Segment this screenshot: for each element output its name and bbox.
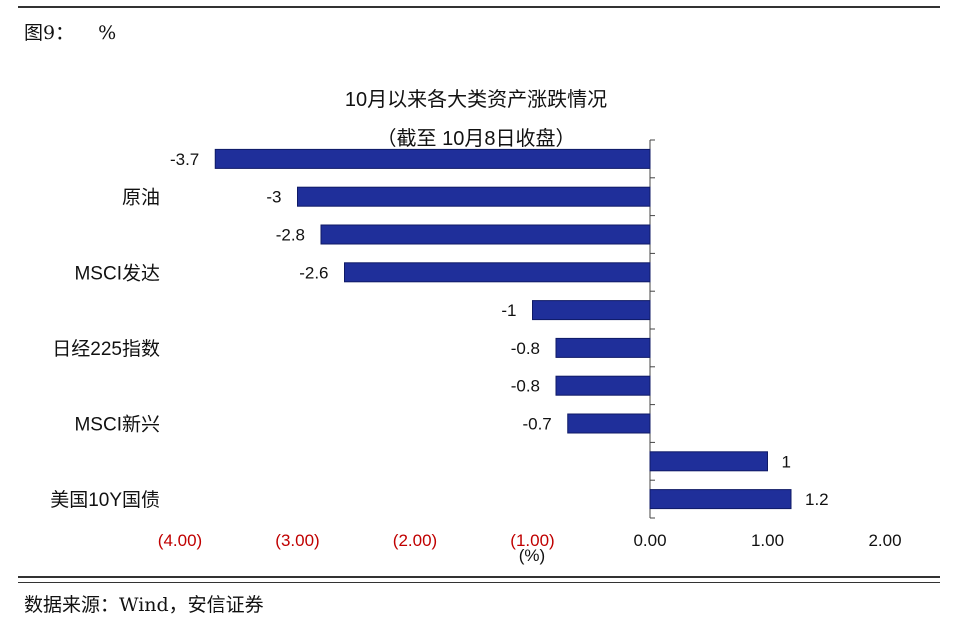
category-label: 美国10Y国债 bbox=[50, 489, 160, 511]
bottom-rule bbox=[18, 576, 940, 578]
bar bbox=[649, 451, 768, 472]
bar bbox=[567, 413, 651, 434]
bar bbox=[649, 489, 792, 510]
chart-title: 10月以来各大类资产涨跌情况 bbox=[345, 88, 607, 111]
bar-value-label: 1.2 bbox=[805, 490, 829, 509]
figure-label: 图9： % bbox=[24, 18, 116, 45]
bar bbox=[532, 300, 651, 321]
bar bbox=[214, 148, 651, 169]
bar-value-label: -2.8 bbox=[276, 226, 305, 245]
x-tick-label: (1.00) bbox=[510, 531, 554, 550]
bar-value-label: -1 bbox=[501, 301, 516, 320]
category-label: MSCI发达 bbox=[74, 262, 160, 284]
x-tick-label: (2.00) bbox=[393, 531, 437, 550]
bar-value-label: -3.7 bbox=[170, 150, 199, 169]
category-label: 原油 bbox=[122, 187, 160, 209]
x-tick-label: 1.00 bbox=[751, 531, 784, 550]
bar-value-label: -3 bbox=[266, 188, 281, 207]
bar-value-label: -0.8 bbox=[511, 339, 540, 358]
bar-value-label: -0.7 bbox=[522, 415, 551, 434]
bar bbox=[297, 186, 651, 207]
category-label: MSCI新兴 bbox=[74, 414, 160, 436]
bar-value-label: -2.6 bbox=[299, 263, 328, 282]
x-axis-label: (%) bbox=[519, 546, 545, 565]
bar-value-label: -0.8 bbox=[511, 377, 540, 396]
bar-chart: 10月以来各大类资产涨跌情况 （截至 10月8日收盘） (4.00) (3.00)… bbox=[50, 88, 902, 565]
bar-value-label: 1 bbox=[782, 452, 791, 471]
figure-number: 图9： bbox=[24, 22, 75, 44]
bar bbox=[555, 375, 651, 396]
chart-subtitle: （截至 10月8日收盘） bbox=[377, 127, 576, 150]
category-label: 日经225指数 bbox=[52, 338, 160, 360]
bar bbox=[320, 224, 651, 245]
bar bbox=[555, 337, 651, 358]
top-rule bbox=[18, 6, 940, 8]
x-tick-label: 2.00 bbox=[868, 531, 901, 550]
bar bbox=[344, 262, 651, 283]
bar-layer: -3.7 -3 原油 -2.8 -2.6 MSCI发达 -1 -0.8 日经225指数 -0.8 -… bbox=[50, 148, 829, 511]
x-tick-label: (4.00) bbox=[158, 531, 202, 550]
bottom-rule-thin bbox=[18, 582, 940, 583]
figure-unit: % bbox=[98, 22, 117, 44]
axis-layer: (4.00) (3.00) (2.00) (1.00) 0.00 1.00 2.00 bbox=[158, 139, 902, 550]
source-note: 数据来源：Wind，安信证券 bbox=[24, 594, 264, 616]
x-tick-label: 0.00 bbox=[633, 531, 666, 550]
x-tick-label: (3.00) bbox=[275, 531, 319, 550]
